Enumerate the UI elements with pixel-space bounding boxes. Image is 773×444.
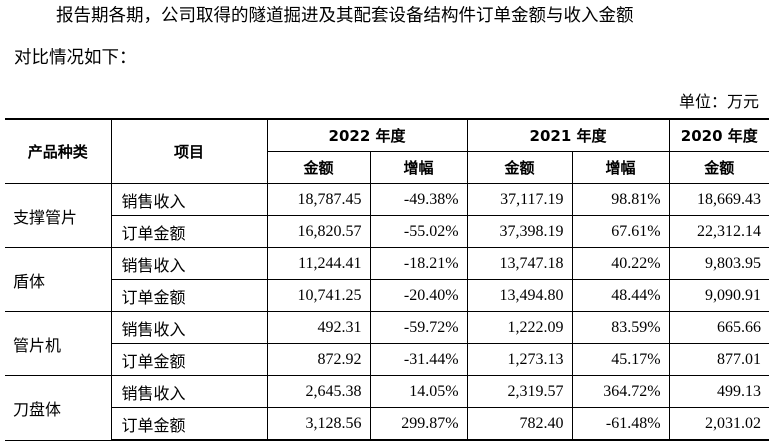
amount-2020-cell: 9,090.91 xyxy=(668,279,770,312)
table-row: 管片机 销售收入 492.31 -59.72% 1,222.09 83.59% 665.66 xyxy=(5,311,770,376)
amount-2021-cell: 13,747.18 xyxy=(466,247,573,280)
growth-2022-cell: -31.44% xyxy=(369,343,468,376)
amount-2020-cell: 18,669.43 xyxy=(668,183,770,216)
amount-2021-cell: 37,117.19 xyxy=(466,183,573,216)
table-row: 订单金额 872.92 -31.44% 1,273.13 45.17% 877.01 xyxy=(5,343,770,376)
header-amount-2022: 金额 xyxy=(267,151,371,184)
growth-2022-cell: -55.02% xyxy=(369,215,468,248)
product-category-cell: 支撑管片 xyxy=(5,183,112,248)
growth-2022-cell: -49.38% xyxy=(369,183,468,216)
growth-2021-cell: -61.48% xyxy=(571,407,670,441)
amount-2021-cell: 13,494.80 xyxy=(466,279,573,312)
amount-2020-cell: 665.66 xyxy=(668,311,770,344)
growth-2021-cell: 67.61% xyxy=(571,215,670,248)
header-year-2020: 2020 年度 xyxy=(668,118,770,152)
header-year-2022: 2022 年度 xyxy=(266,118,468,152)
amount-2021-cell: 1,273.13 xyxy=(466,343,573,376)
header-year-2021: 2021 年度 xyxy=(466,118,670,152)
amount-2021-cell: 782.40 xyxy=(466,407,573,441)
amount-2020-cell: 877.01 xyxy=(668,343,770,376)
header-item: 项目 xyxy=(110,118,268,184)
growth-2022-cell: -18.21% xyxy=(369,247,468,280)
item-cell: 销售收入 xyxy=(110,375,268,408)
item-cell: 订单金额 xyxy=(111,279,268,312)
growth-2022-cell: -20.40% xyxy=(369,279,468,312)
product-category-cell: 管片机 xyxy=(5,311,112,376)
amount-2022-cell: 2,645.38 xyxy=(266,375,371,408)
header-category: 产品种类 xyxy=(5,118,112,184)
growth-2021-cell: 48.44% xyxy=(571,279,670,312)
header-row-years: 产品种类 项目 2022 年度 2021 年度 2020 年度 xyxy=(5,118,770,184)
item-cell: 销售收入 xyxy=(110,183,268,216)
amount-2022-cell: 492.31 xyxy=(266,311,371,344)
amount-2022-cell: 872.92 xyxy=(266,343,371,376)
order-revenue-table: 产品种类 项目 2022 年度 2021 年度 2020 年度 金额 增幅 金额… xyxy=(5,118,770,441)
growth-2021-cell: 364.72% xyxy=(571,375,670,408)
item-cell: 销售收入 xyxy=(110,311,268,344)
amount-2021-cell: 1,222.09 xyxy=(466,311,573,344)
table-row: 刀盘体 销售收入 2,645.38 14.05% 2,319.57 364.72% 499.… xyxy=(5,375,770,441)
amount-2020-cell: 9,803.95 xyxy=(668,247,770,280)
amount-2022-cell: 3,128.56 xyxy=(266,407,371,441)
item-cell: 销售收入 xyxy=(110,247,268,280)
item-cell: 订单金额 xyxy=(111,215,268,248)
table-row: 订单金额 3,128.56 299.87% 782.40 -61.48% 2,031.02 xyxy=(5,407,770,441)
intro-paragraph-line-1: 报告期各期，公司取得的隧道掘进及其配套设备结构件订单金额与收入金额 xyxy=(56,6,634,26)
item-cell: 订单金额 xyxy=(111,407,268,441)
amount-2020-cell: 2,031.02 xyxy=(668,407,770,441)
growth-2022-cell: -59.72% xyxy=(369,311,468,344)
intro-paragraph-line-2: 对比情况如下： xyxy=(14,48,137,68)
amount-2021-cell: 37,398.19 xyxy=(466,215,573,248)
table-row: 订单金额 10,741.25 -20.40% 13,494.80 48.44% 9,090… xyxy=(5,279,770,312)
header-growth-2022: 增幅 xyxy=(369,151,468,184)
table-row: 支撑管片 销售收入 18,787.45 -49.38% 37,117.19 98.81% 1… xyxy=(5,183,770,248)
growth-2021-cell: 98.81% xyxy=(571,183,670,216)
table-row: 订单金额 16,820.57 -55.02% 37,398.19 67.61% 22,31… xyxy=(5,215,770,248)
product-category-cell: 刀盘体 xyxy=(5,375,112,441)
growth-2021-cell: 83.59% xyxy=(571,311,670,344)
growth-2021-cell: 45.17% xyxy=(571,343,670,376)
header-amount-2020: 金额 xyxy=(668,151,770,184)
amount-2021-cell: 2,319.57 xyxy=(466,375,573,408)
amount-2022-cell: 11,244.41 xyxy=(266,247,371,280)
header-amount-2021: 金额 xyxy=(466,151,573,184)
header-growth-2021: 增幅 xyxy=(571,151,670,184)
amount-2022-cell: 10,741.25 xyxy=(266,279,371,312)
amount-2022-cell: 18,787.45 xyxy=(266,183,371,216)
amount-2020-cell: 499.13 xyxy=(668,375,770,408)
amount-2022-cell: 16,820.57 xyxy=(266,215,371,248)
growth-2022-cell: 14.05% xyxy=(369,375,468,408)
growth-2022-cell: 299.87% xyxy=(369,407,468,441)
item-cell: 订单金额 xyxy=(111,343,268,376)
growth-2021-cell: 40.22% xyxy=(571,247,670,280)
unit-label: 单位：万元 xyxy=(678,92,759,111)
product-category-cell: 盾体 xyxy=(5,247,112,312)
table-row: 盾体 销售收入 11,244.41 -18.21% 13,747.18 40.22% 9,8… xyxy=(5,247,770,312)
amount-2020-cell: 22,312.14 xyxy=(668,215,770,248)
